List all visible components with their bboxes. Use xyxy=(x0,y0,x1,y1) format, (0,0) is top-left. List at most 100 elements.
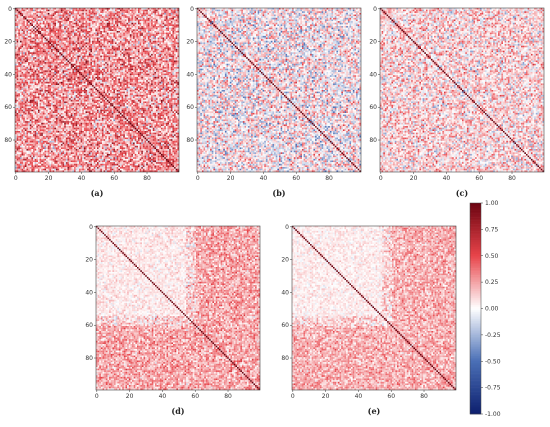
heatmap-cell xyxy=(128,16,130,18)
heatmap-cell xyxy=(97,13,99,15)
heatmap-cell xyxy=(143,28,145,30)
heatmap-cell xyxy=(127,28,129,30)
heatmap-cell xyxy=(161,31,163,33)
heatmap-cell xyxy=(164,16,166,18)
heatmap-cell xyxy=(172,23,174,25)
heatmap-cell xyxy=(115,31,117,33)
heatmap-cell xyxy=(154,16,156,18)
heatmap-cell xyxy=(66,31,68,33)
heatmap-cell xyxy=(123,13,125,15)
heatmap-cell xyxy=(28,16,30,18)
heatmap-cell xyxy=(66,13,68,15)
heatmap-cell xyxy=(161,19,163,21)
heatmap-cell xyxy=(153,10,155,12)
heatmap-cell xyxy=(74,29,76,31)
heatmap-cell xyxy=(79,18,81,20)
heatmap-cell xyxy=(45,19,47,21)
heatmap-cell xyxy=(153,28,155,30)
heatmap-cell xyxy=(154,28,156,30)
heatmap-cell xyxy=(122,36,124,38)
heatmap-cell xyxy=(123,23,125,25)
heatmap-cell xyxy=(176,10,178,12)
heatmap-cell xyxy=(104,36,106,38)
heatmap-cell xyxy=(61,33,63,35)
heatmap-cell xyxy=(46,16,48,18)
heatmap-cell xyxy=(115,10,117,12)
heatmap-cell xyxy=(123,10,125,12)
heatmap-cell xyxy=(69,34,71,36)
heatmap-cell xyxy=(40,24,42,26)
heatmap-cell xyxy=(82,23,84,25)
heatmap-cell xyxy=(105,28,107,30)
heatmap-cell xyxy=(127,31,129,33)
heatmap-cell xyxy=(151,31,153,33)
heatmap-cell xyxy=(95,18,97,20)
heatmap-cell xyxy=(135,21,137,23)
heatmap-cell xyxy=(76,31,78,33)
heatmap-cell xyxy=(171,36,173,38)
heatmap-cell xyxy=(171,19,173,21)
heatmap-cell xyxy=(82,16,84,18)
heatmap-cell xyxy=(36,19,38,21)
heatmap-cell xyxy=(133,23,135,25)
heatmap-cell xyxy=(71,36,73,38)
heatmap-cell xyxy=(99,13,101,15)
heatmap-cell xyxy=(123,15,125,17)
heatmap-cell xyxy=(63,23,65,25)
heatmap-cell xyxy=(46,28,48,30)
heatmap-cell xyxy=(131,24,133,26)
heatmap-cell xyxy=(113,16,115,18)
heatmap-cell xyxy=(86,19,88,21)
heatmap-cell xyxy=(87,26,89,28)
heatmap-cell xyxy=(151,33,153,35)
heatmap-cell xyxy=(112,33,114,35)
heatmap-cell xyxy=(143,13,145,15)
heatmap-cell xyxy=(89,16,91,18)
heatmap-cell xyxy=(127,15,129,17)
heatmap-cell xyxy=(33,13,35,15)
heatmap-cell xyxy=(86,18,88,20)
heatmap-cell xyxy=(33,16,35,18)
heatmap-cell xyxy=(141,29,143,31)
heatmap-cell xyxy=(20,19,22,21)
heatmap-cell xyxy=(122,10,124,12)
heatmap-cell xyxy=(123,16,125,18)
heatmap-cell xyxy=(43,28,45,30)
heatmap-cell xyxy=(168,24,170,26)
heatmap-cell xyxy=(46,33,48,35)
heatmap-cell xyxy=(51,26,53,28)
heatmap-cell xyxy=(122,15,124,17)
heatmap-cell xyxy=(133,18,135,20)
heatmap-cell xyxy=(53,31,55,33)
heatmap-cell xyxy=(35,15,37,17)
heatmap-cell xyxy=(154,33,156,35)
heatmap-cell xyxy=(66,33,68,35)
heatmap-cell xyxy=(25,31,27,33)
heatmap-cell xyxy=(166,31,168,33)
heatmap-cell xyxy=(168,34,170,36)
heatmap-cell xyxy=(45,36,47,38)
heatmap-cell xyxy=(17,29,19,31)
heatmap-cell xyxy=(59,16,61,18)
heatmap-cell xyxy=(71,29,73,31)
heatmap-cell xyxy=(156,24,158,26)
heatmap-cell xyxy=(92,29,94,31)
heatmap-cell xyxy=(45,26,47,28)
heatmap-cell xyxy=(108,10,110,12)
diagonal-cell xyxy=(38,31,40,33)
heatmap-cell xyxy=(59,24,61,26)
heatmap-cell xyxy=(54,31,56,33)
heatmap-cell xyxy=(176,26,178,28)
heatmap-cell xyxy=(171,34,173,36)
heatmap-cell xyxy=(28,29,30,31)
heatmap-cell xyxy=(168,10,170,12)
heatmap-cell xyxy=(135,24,137,26)
heatmap-cell xyxy=(35,31,37,33)
heatmap-cell xyxy=(120,36,122,38)
heatmap-cell xyxy=(95,15,97,17)
heatmap-cell xyxy=(72,36,74,38)
heatmap-cell xyxy=(59,31,61,33)
heatmap-cell xyxy=(63,10,65,12)
heatmap-cell xyxy=(17,19,19,21)
heatmap-cell xyxy=(97,16,99,18)
